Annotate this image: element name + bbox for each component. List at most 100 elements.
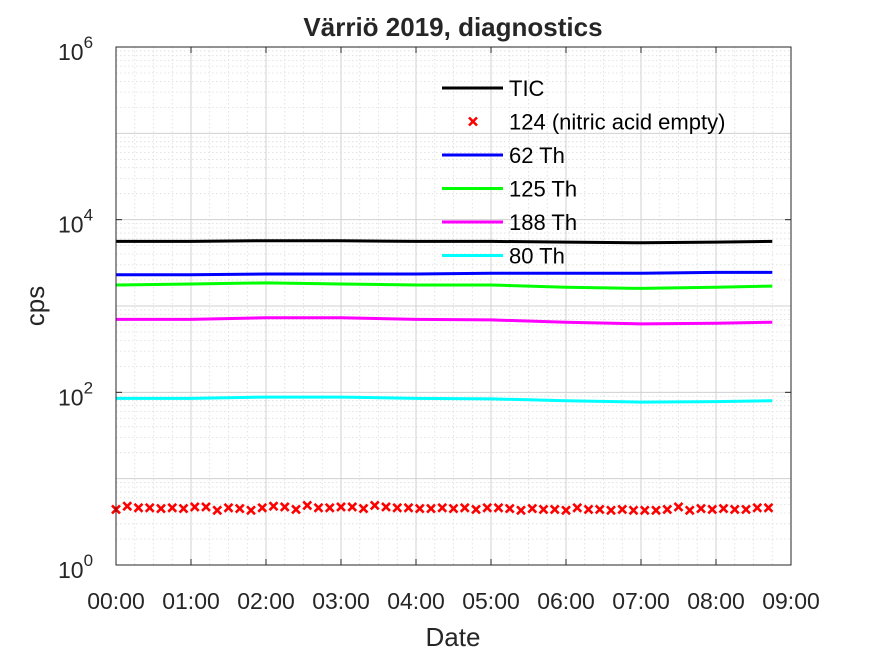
scatter-point	[538, 504, 549, 515]
scatter-point	[639, 505, 650, 516]
scatter-marker-stroke	[302, 500, 313, 511]
scatter-point	[527, 503, 538, 514]
scatter-marker-stroke	[763, 502, 774, 513]
scatter-marker-stroke	[246, 505, 256, 516]
series-line-188-th	[116, 316, 773, 326]
scatter-point	[482, 502, 493, 513]
scatter-marker-stroke	[426, 503, 436, 514]
scatter-marker-stroke	[156, 503, 166, 514]
scatter-point	[628, 505, 639, 516]
scatter-point	[707, 504, 718, 515]
legend-label: 80 Th	[509, 244, 565, 269]
y-tick-label: 104	[58, 206, 93, 238]
scatter-marker-stroke	[718, 503, 729, 514]
scatter-marker-stroke	[212, 505, 223, 516]
scatter-marker-stroke	[516, 505, 526, 516]
scatter-point	[268, 501, 279, 512]
scatter-point	[156, 503, 166, 514]
scatter-point	[684, 505, 695, 516]
scatter-point	[741, 504, 751, 515]
scatter-marker-stroke	[122, 501, 133, 512]
x-tick-label: 07:00	[612, 588, 670, 614]
y-tick-label: 106	[58, 33, 93, 65]
scatter-marker-stroke	[729, 504, 740, 515]
scatter-point	[178, 503, 189, 514]
scatter-point	[144, 502, 155, 513]
scatter-marker-stroke	[493, 502, 504, 513]
scatter-point	[279, 502, 290, 512]
scatter-marker-stroke	[201, 502, 211, 512]
y-tick-label: 100	[58, 551, 93, 583]
scatter-marker-stroke	[381, 502, 391, 512]
scatter-point	[347, 502, 358, 512]
scatter-point	[223, 502, 234, 513]
scatter-marker-stroke	[336, 502, 346, 512]
scatter-marker-stroke	[639, 505, 650, 516]
scatter-point	[651, 505, 661, 516]
scatter-point	[583, 504, 594, 515]
minor-grid	[116, 47, 791, 565]
scatter-marker-stroke	[358, 503, 369, 514]
scatter-marker-stroke	[752, 502, 763, 513]
scatter-point	[606, 505, 616, 516]
scatter-marker-stroke	[223, 502, 234, 513]
chart-title: Värriö 2019, diagnostics	[303, 12, 602, 42]
scatter-point	[189, 502, 200, 512]
scatter-marker-stroke	[448, 503, 459, 514]
scatter-point	[414, 503, 425, 514]
scatter-marker-stroke	[504, 503, 515, 514]
scatter-point	[133, 502, 144, 513]
legend-marker	[468, 116, 478, 127]
x-tick-label: 03:00	[312, 588, 370, 614]
scatter-point	[291, 504, 301, 515]
scatter-point	[324, 502, 335, 513]
scatter-marker-stroke	[291, 504, 301, 515]
legend-label: 125 Th	[509, 177, 577, 202]
scatter-point	[257, 502, 268, 513]
scatter-marker-stroke	[414, 503, 425, 514]
scatter-marker-stroke	[651, 505, 661, 516]
x-tick-label: 08:00	[687, 588, 745, 614]
scatter-marker-stroke	[696, 503, 706, 514]
y-tick-label: 102	[58, 378, 93, 410]
scatter-marker-stroke	[482, 502, 493, 513]
scatter-point	[696, 503, 706, 514]
scatter-point	[673, 502, 684, 512]
x-tick-label: 04:00	[387, 588, 445, 614]
scatter-marker-stroke	[549, 504, 560, 515]
scatter-marker-stroke	[684, 505, 695, 516]
scatter-marker-stroke	[234, 503, 245, 514]
scatter-marker-stroke	[189, 502, 200, 512]
scatter-marker-stroke	[279, 502, 290, 512]
x-tick-label: 09:00	[762, 588, 820, 614]
y-axis-label: cps	[20, 286, 50, 326]
scatter-marker-stroke	[144, 502, 155, 513]
scatter-point	[403, 502, 414, 513]
scatter-point	[358, 503, 369, 514]
scatter-marker-stroke	[561, 505, 571, 516]
scatter-marker-stroke	[459, 502, 470, 513]
scatter-marker-stroke	[572, 502, 583, 513]
scatter-point	[549, 504, 560, 515]
ticks-layer: 00:00 01:00 02:00 03:00 04:00 05:00 06:00 07:00…	[58, 33, 820, 614]
scatter-marker-stroke	[324, 502, 335, 513]
scatter-point	[212, 505, 223, 516]
scatter-point	[504, 503, 515, 514]
scatter-marker-stroke	[673, 502, 684, 512]
scatter-point	[167, 502, 178, 513]
scatter-marker-stroke	[167, 502, 178, 513]
scatter-point	[763, 502, 774, 513]
scatter-point	[437, 502, 448, 513]
series-line-80-th	[116, 395, 773, 404]
scatter-point	[122, 501, 133, 512]
x-tick-label: 06:00	[537, 588, 595, 614]
scatter-marker-stroke	[617, 504, 628, 515]
scatter-point	[572, 502, 583, 513]
major-grid	[116, 47, 791, 565]
scatter-marker-stroke	[707, 504, 718, 515]
scatter-marker-stroke	[471, 504, 481, 515]
scatter-point	[516, 505, 526, 516]
legend-label: TIC	[509, 76, 545, 101]
scatter-marker-stroke	[268, 501, 279, 512]
scatter-point	[493, 502, 504, 513]
